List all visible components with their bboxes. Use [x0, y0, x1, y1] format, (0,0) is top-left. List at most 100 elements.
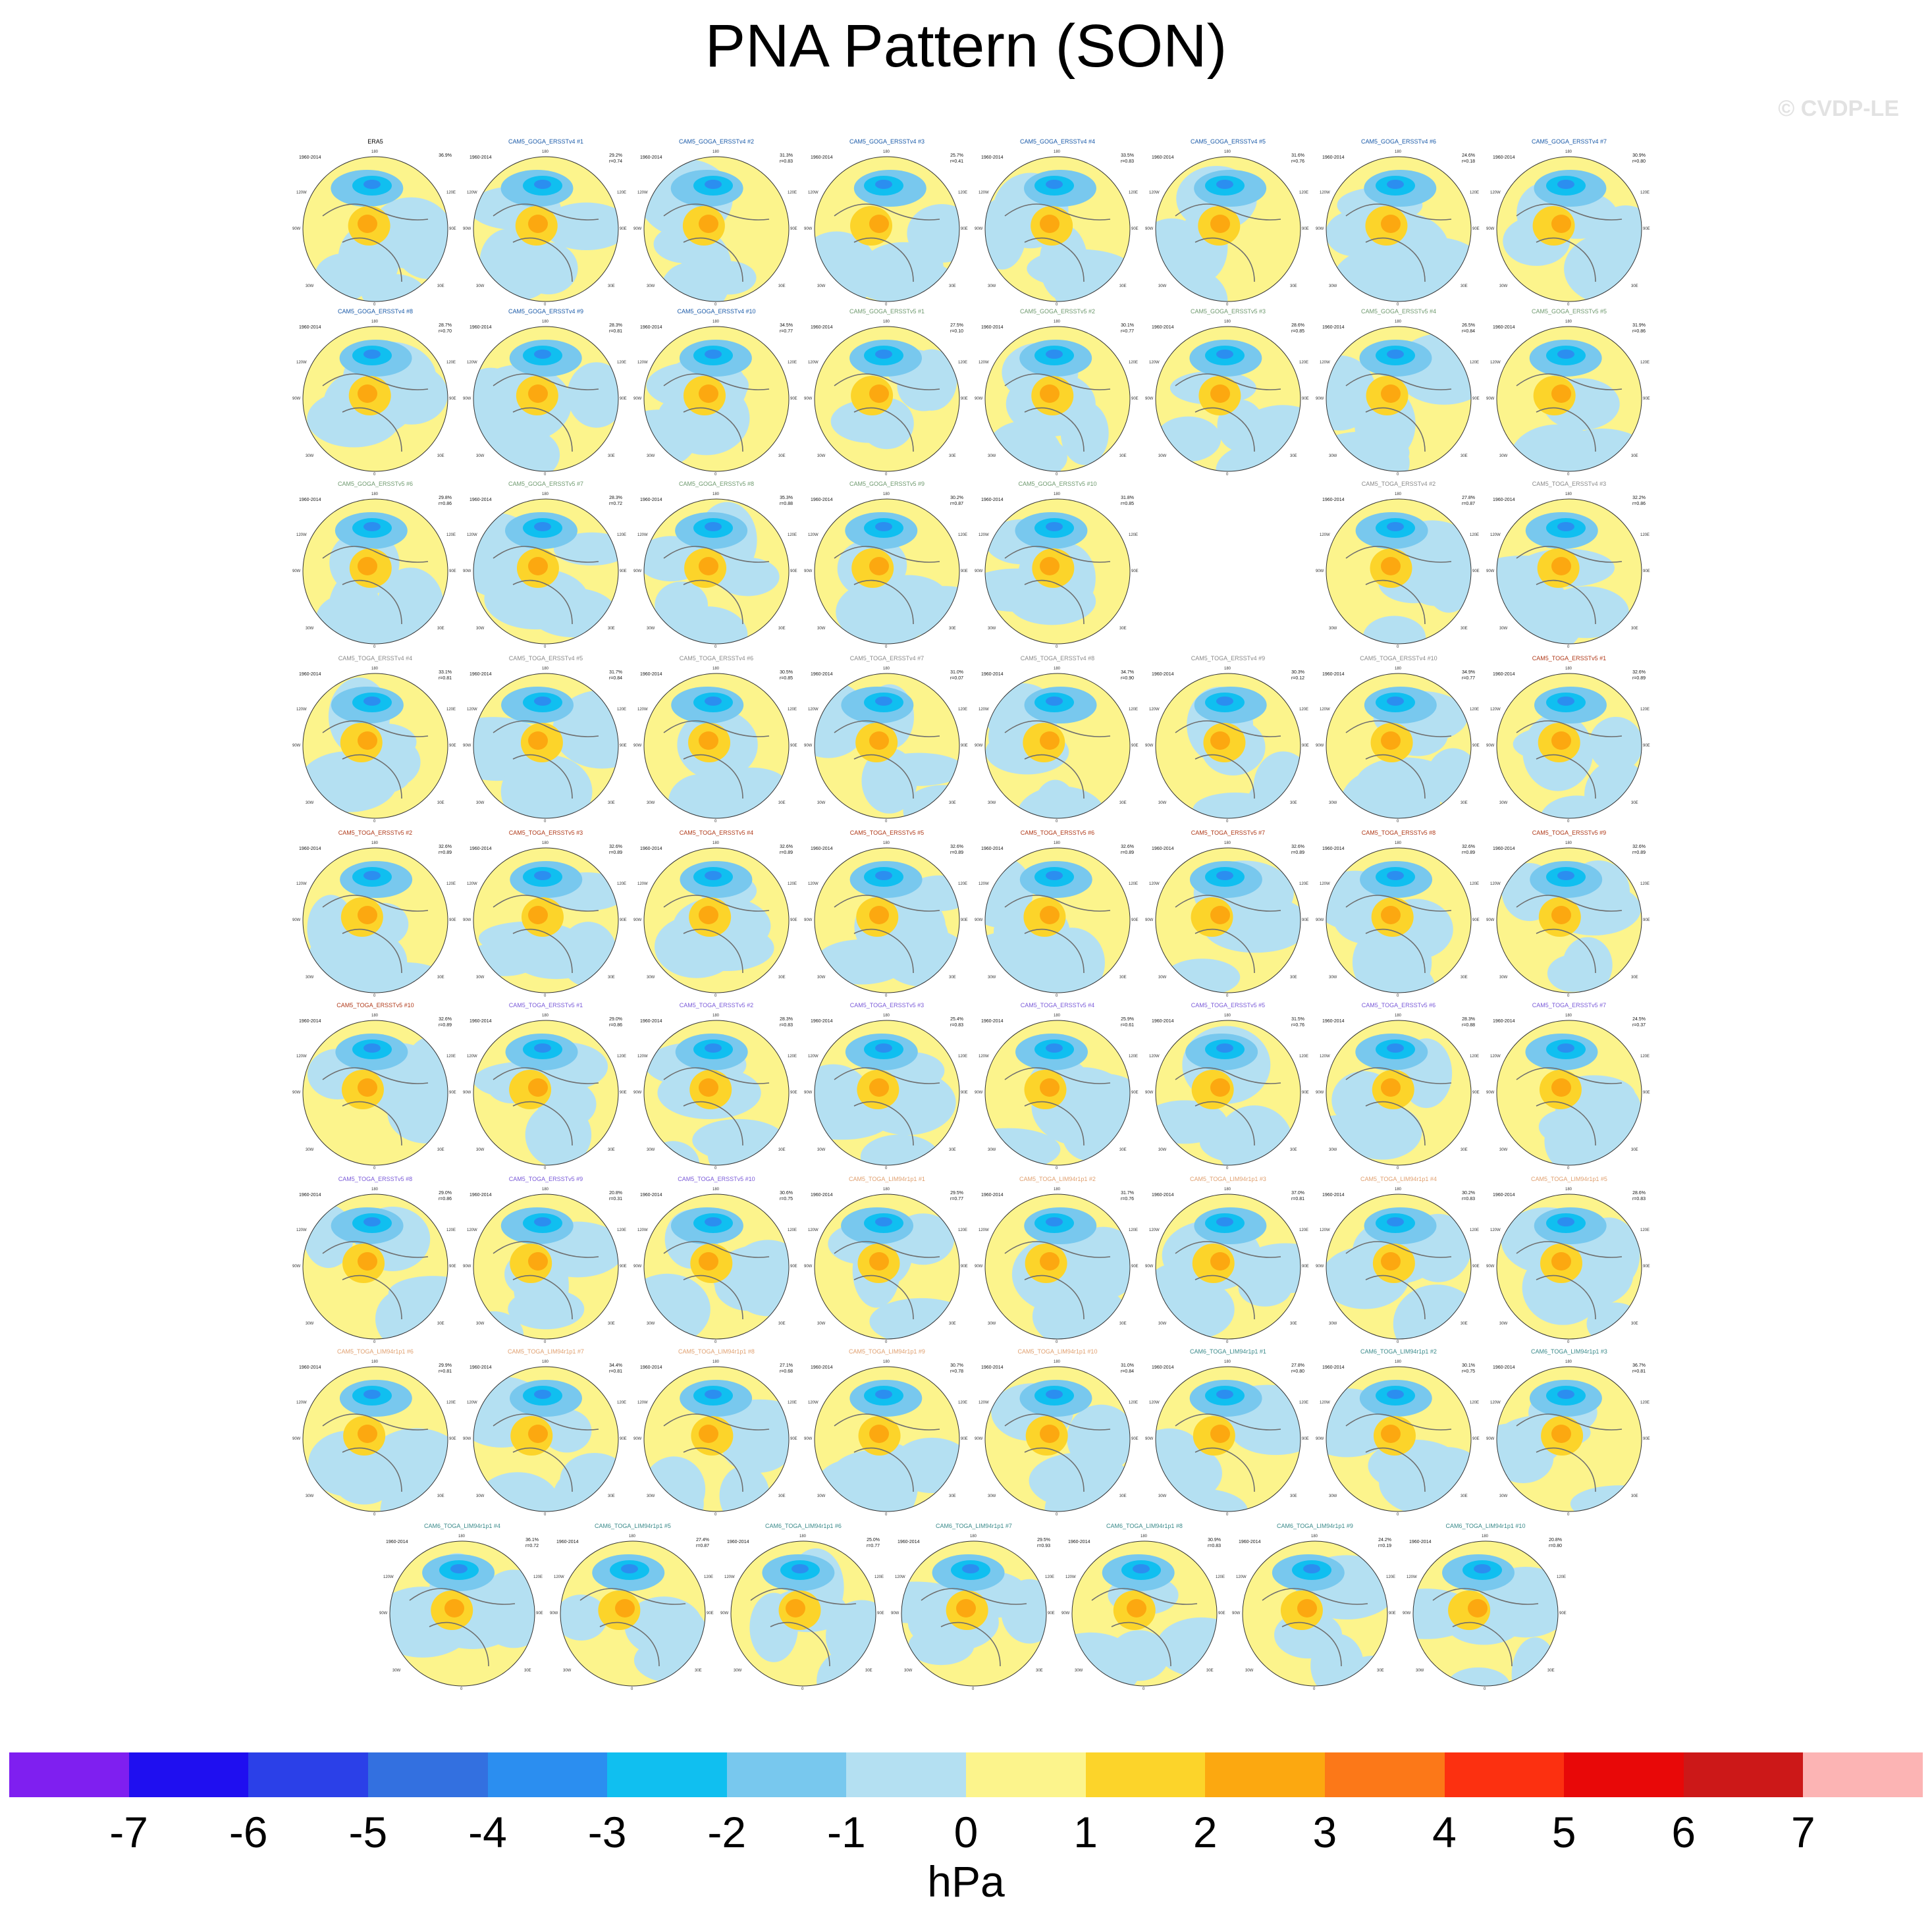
- polar-map: [560, 1540, 706, 1687]
- panel-years: 1960-2014: [470, 325, 492, 330]
- map-panel: CAM5_GOGA_ERSSTv4 #6 1960-2014 24.6% r=0.18…: [1316, 138, 1480, 307]
- panel-axis-label: 30E: [1631, 284, 1638, 288]
- panel-stats: 28.3% r=0.81: [609, 323, 622, 334]
- panel-axis-label: 120E: [1299, 191, 1309, 195]
- panel-title: CAM5_TOGA_LIM94r1p1 #5: [1531, 1176, 1607, 1182]
- colorbar-segment: [9, 1752, 129, 1797]
- panel-axis-label: 120E: [533, 1575, 543, 1579]
- panel-axis-label: 120E: [1640, 882, 1650, 886]
- panel-variance: 29.5%: [950, 1191, 963, 1196]
- panel-variance: 26.5%: [1462, 323, 1475, 328]
- panel-stats: 31.3% r=0.83: [780, 153, 793, 165]
- panel-correlation: r=0.87: [695, 1544, 709, 1548]
- panel-axis-label: 180: [371, 1014, 379, 1018]
- panel-axis-label: 90W: [292, 569, 301, 573]
- panel-axis-label: 120W: [979, 361, 989, 365]
- panel-axis-label: 180: [712, 150, 720, 154]
- panel-axis-label: 30W: [306, 1148, 314, 1152]
- panel-axis-label: 180: [1395, 1360, 1402, 1364]
- panel-title: CAM5_GOGA_ERSSTv4 #3: [849, 138, 925, 145]
- panel-stats: 34.5% r=0.77: [780, 323, 793, 334]
- polar-map: [1496, 673, 1642, 819]
- panel-axis-label: 90W: [633, 397, 642, 401]
- panel-axis-label: 180: [1224, 150, 1231, 154]
- panel-variance: 32.6%: [950, 845, 963, 849]
- panel-axis-label: 90E: [1472, 569, 1480, 573]
- panel-axis-label: 120W: [467, 1401, 477, 1405]
- polar-map: [984, 498, 1131, 644]
- panel-stats: 27.5% r=0.10: [950, 323, 963, 334]
- panel-stats: 28.7% r=0.70: [439, 323, 452, 334]
- panel-axis-label: 120E: [1299, 882, 1309, 886]
- polar-map: [473, 1194, 619, 1340]
- panel-title: CAM5_TOGA_ERSSTv5 #1: [1532, 655, 1607, 662]
- polar-map: [984, 1020, 1131, 1166]
- panel-axis-label: 90E: [961, 397, 968, 401]
- panel-axis-label: 30W: [1158, 1494, 1167, 1498]
- panel-axis-label: 0: [714, 1513, 717, 1517]
- panel-correlation: r=0.85: [779, 676, 793, 681]
- panel-axis-label: 90W: [804, 744, 813, 748]
- panel-axis-label: 0: [1226, 1513, 1229, 1517]
- panel-axis-label: 30W: [988, 976, 996, 980]
- panel-correlation: r=0.07: [950, 676, 963, 681]
- panel-variance: 29.8%: [439, 496, 452, 500]
- panel-axis-label: 180: [1054, 150, 1061, 154]
- colorbar-tick-label: -5: [348, 1808, 388, 1856]
- panel-stats: 35.3% r=0.88: [780, 495, 793, 507]
- panel-axis-label: 120W: [467, 882, 477, 886]
- panel-variance: 20.8%: [609, 1191, 622, 1196]
- panel-axis-label: 30W: [1499, 976, 1508, 980]
- panel-axis-label: 120W: [724, 1575, 735, 1579]
- panel-title: CAM5_TOGA_LIM94r1p1 #3: [1190, 1176, 1266, 1182]
- panel-axis-label: 90W: [1061, 1612, 1070, 1616]
- panel-axis-label: 30W: [476, 454, 485, 458]
- panel-axis-label: 90W: [1486, 918, 1495, 922]
- panel-variance: 30.9%: [1208, 1538, 1221, 1542]
- panel-axis-label: 0: [1397, 303, 1399, 307]
- map-panel: CAM5_TOGA_ERSSTv5 #5 1960-2014 32.6% r=0.89…: [804, 829, 968, 998]
- panel-correlation: r=0.86: [608, 1023, 622, 1028]
- colorbar-segment: [1803, 1752, 1923, 1797]
- panel-axis-label: 30W: [817, 801, 826, 805]
- panel-axis-label: 90W: [1486, 1091, 1495, 1095]
- panel-axis-label: 30W: [476, 284, 485, 288]
- panel-title: CAM5_GOGA_ERSSTv5 #9: [849, 481, 925, 487]
- panel-axis-label: 30E: [865, 1669, 872, 1673]
- panel-correlation: r=0.90: [1120, 676, 1134, 681]
- panel-correlation: r=0.75: [779, 1197, 793, 1201]
- panel-axis-label: 120E: [788, 1228, 797, 1232]
- colorbar-segment: [1444, 1752, 1565, 1797]
- panel-variance: 28.6%: [1632, 1191, 1646, 1196]
- panel-axis-label: 30E: [1631, 1494, 1638, 1498]
- panel-years: 1960-2014: [299, 1019, 321, 1024]
- panel-axis-label: 90E: [790, 1265, 797, 1269]
- panel-axis-label: 120W: [1490, 1401, 1501, 1405]
- polar-map: [814, 673, 960, 819]
- map-panel: CAM5_TOGA_LIM94r1p1 #1 1960-2014 29.5% r=0.…: [804, 1176, 968, 1344]
- panel-title: CAM5_TOGA_ERSSTv4 #3: [1532, 481, 1607, 487]
- panel-axis-label: 90W: [1316, 744, 1324, 748]
- panel-axis-label: 120E: [1640, 1401, 1650, 1405]
- panel-axis-label: 0: [1226, 994, 1229, 998]
- panel-axis-label: 90E: [1302, 744, 1309, 748]
- panel-axis-label: 30E: [437, 627, 444, 631]
- panel-axis-label: 90E: [1472, 918, 1480, 922]
- panel-axis-label: 30W: [988, 627, 996, 631]
- panel-axis-label: 120E: [1129, 1228, 1139, 1232]
- panel-stats: 27.4% r=0.87: [696, 1537, 709, 1549]
- panel-axis-label: 0: [1056, 1167, 1058, 1170]
- panel-variance: 31.7%: [1121, 1191, 1134, 1196]
- panel-years: 1960-2014: [1152, 847, 1174, 851]
- panel-axis-label: 90E: [1131, 918, 1139, 922]
- panel-variance: 28.3%: [1462, 1017, 1475, 1022]
- panel-variance: 32.6%: [780, 845, 793, 849]
- panel-axis-label: 180: [1054, 1188, 1061, 1192]
- map-panel: ERA5 1960-2014 36.9% 180 0 90W 90E 120W 120E 30W 3…: [292, 138, 456, 307]
- panel-variance: 25.4%: [950, 1017, 963, 1022]
- colorbar-segment: [1324, 1752, 1445, 1797]
- map-panel: CAM5_TOGA_ERSSTv5 #2 1960-2014 32.6% r=0.89…: [292, 829, 456, 998]
- panel-axis-label: 120W: [1149, 361, 1160, 365]
- panel-axis-label: 30W: [1158, 1322, 1167, 1326]
- panel-title: CAM5_GOGA_ERSSTv4 #10: [677, 308, 756, 315]
